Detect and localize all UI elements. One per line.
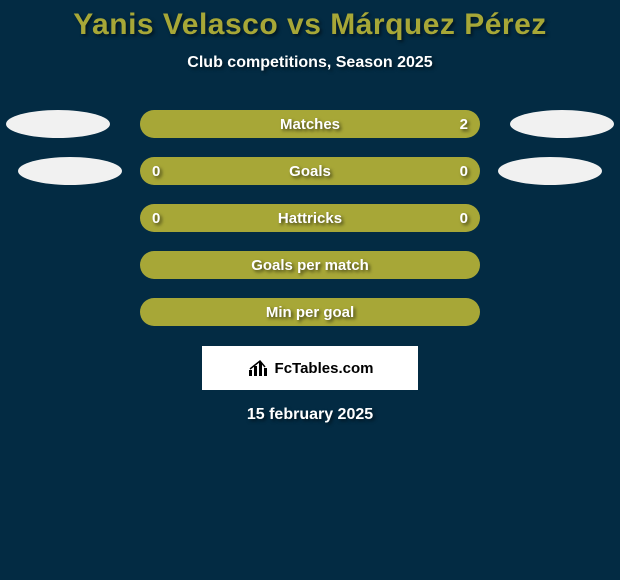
stat-row-hattricks: 0 Hattricks 0	[0, 204, 620, 232]
stat-right-value: 0	[460, 163, 468, 180]
stat-label: Goals	[289, 163, 331, 180]
stat-left-value: 0	[152, 163, 160, 180]
infographic-container: Yanis Velasco vs Márquez Pérez Club comp…	[0, 0, 620, 424]
comparison-title: Yanis Velasco vs Márquez Pérez	[0, 8, 620, 42]
stat-pill: Goals per match	[140, 251, 480, 279]
player-right-marker	[510, 110, 614, 138]
brand-footer: FcTables.com	[202, 346, 418, 390]
stat-row-matches: Matches 2	[0, 110, 620, 138]
stat-label: Goals per match	[251, 257, 369, 274]
brand-label: FcTables.com	[275, 360, 374, 377]
stat-row-min-per-goal: Min per goal	[0, 298, 620, 326]
stat-pill: 0 Hattricks 0	[140, 204, 480, 232]
stat-row-goals-per-match: Goals per match	[0, 251, 620, 279]
stat-pill: Matches 2	[140, 110, 480, 138]
player-right-marker	[498, 157, 602, 185]
stat-pill: Min per goal	[140, 298, 480, 326]
player-left-marker	[18, 157, 122, 185]
stat-right-value: 0	[460, 210, 468, 227]
stat-right-value: 2	[460, 116, 468, 133]
stat-label: Matches	[280, 116, 340, 133]
stat-bars: Matches 2 0 Goals 0 0 Hattricks 0	[0, 110, 620, 326]
chart-icon	[247, 358, 271, 378]
stat-label: Min per goal	[266, 304, 354, 321]
player-left-marker	[6, 110, 110, 138]
stat-row-goals: 0 Goals 0	[0, 157, 620, 185]
stat-label: Hattricks	[278, 210, 342, 227]
stat-pill: 0 Goals 0	[140, 157, 480, 185]
stat-left-value: 0	[152, 210, 160, 227]
season-subtitle: Club competitions, Season 2025	[0, 54, 620, 72]
date-label: 15 february 2025	[0, 406, 620, 424]
